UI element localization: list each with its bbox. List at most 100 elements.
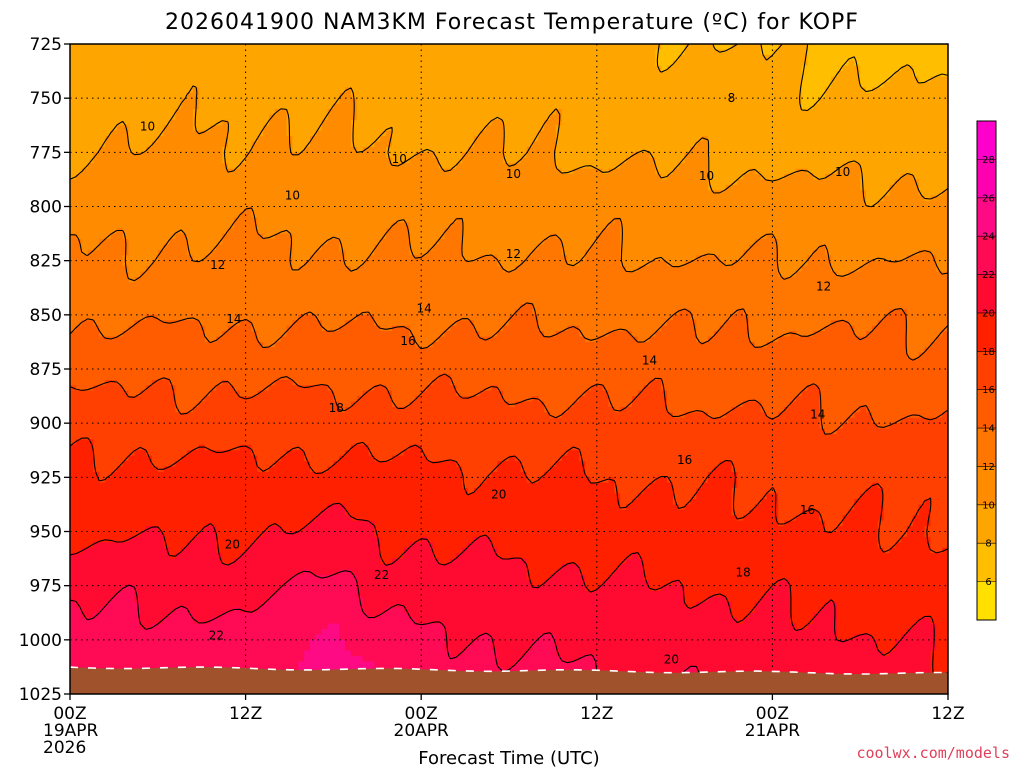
band-cell	[75, 206, 83, 213]
band-cell	[403, 217, 411, 224]
band-cell	[626, 206, 633, 213]
band-cell	[942, 130, 948, 137]
band-cell	[743, 152, 750, 159]
band-cell	[631, 125, 639, 132]
band-cell	[555, 130, 563, 137]
band-cell	[140, 206, 147, 213]
band-cell	[860, 44, 867, 51]
band-cell	[549, 146, 557, 153]
band-cell	[907, 157, 914, 164]
band-cell	[309, 146, 317, 153]
band-cell	[836, 163, 844, 170]
band-cell	[87, 103, 95, 110]
band-cell	[620, 136, 627, 143]
band-cell	[116, 76, 124, 83]
band-cell	[222, 87, 229, 94]
band-cell	[725, 103, 733, 110]
band-cell	[163, 217, 171, 224]
band-cell	[807, 157, 814, 164]
band-cell	[362, 179, 370, 186]
band-cell	[274, 103, 282, 110]
band-cell	[942, 87, 948, 94]
band-cell	[520, 49, 528, 56]
band-cell	[819, 179, 826, 186]
band-cell	[99, 44, 106, 51]
band-cell	[356, 163, 364, 170]
band-cell	[380, 76, 387, 83]
band-cell	[327, 190, 334, 197]
band-cell	[842, 201, 850, 208]
band-cell	[795, 60, 803, 67]
band-cell	[907, 146, 914, 153]
band-cell	[409, 190, 416, 197]
band-cell	[444, 152, 452, 159]
band-cell	[286, 71, 294, 78]
band-cell	[614, 98, 621, 105]
band-cell	[415, 119, 422, 126]
band-cell	[99, 98, 106, 105]
band-cell	[263, 184, 270, 191]
band-cell	[432, 60, 440, 67]
band-cell	[813, 71, 820, 78]
band-cell	[772, 81, 779, 88]
band-cell	[608, 76, 615, 83]
band-cell	[105, 119, 112, 126]
band-cell	[134, 141, 141, 148]
band-cell	[327, 201, 334, 208]
band-cell	[462, 44, 469, 51]
band-cell	[444, 71, 452, 78]
band-cell	[304, 103, 311, 110]
band-cell	[473, 54, 481, 61]
band-cell	[146, 103, 153, 110]
band-cell	[99, 125, 106, 132]
band-cell	[181, 119, 188, 126]
band-cell	[526, 190, 534, 197]
band-cell	[573, 174, 580, 181]
band-cell	[643, 92, 651, 99]
band-cell	[169, 184, 176, 191]
band-cell	[491, 114, 498, 121]
band-cell	[731, 184, 738, 191]
band-cell	[708, 136, 715, 143]
band-cell	[485, 211, 493, 218]
band-cell	[567, 119, 574, 126]
band-cell	[140, 44, 147, 51]
band-cell	[907, 49, 914, 56]
band-cell	[514, 136, 522, 143]
band-cell	[544, 184, 551, 191]
band-cell	[269, 152, 276, 159]
band-cell	[269, 125, 276, 132]
band-cell	[760, 179, 768, 186]
band-cell	[907, 163, 914, 170]
band-cell	[836, 130, 844, 137]
band-cell	[889, 98, 896, 105]
band-cell	[895, 168, 902, 175]
band-cell	[924, 152, 932, 159]
band-cell	[655, 71, 662, 78]
band-cell	[567, 60, 574, 67]
band-cell	[491, 163, 498, 170]
band-cell	[631, 206, 639, 213]
band-cell	[784, 119, 791, 126]
band-cell	[649, 184, 656, 191]
band-cell	[427, 152, 434, 159]
band-cell	[380, 163, 387, 170]
band-cell	[708, 163, 715, 170]
band-cell	[75, 103, 83, 110]
band-cell	[415, 179, 422, 186]
band-cell	[555, 49, 563, 56]
band-cell	[936, 87, 943, 94]
band-cell	[350, 60, 358, 67]
band-cell	[192, 114, 200, 121]
band-cell	[555, 179, 563, 186]
band-cell	[643, 141, 651, 148]
band-cell	[871, 146, 879, 153]
band-cell	[263, 109, 270, 116]
band-cell	[883, 92, 891, 99]
band-cell	[836, 157, 844, 164]
band-cell	[561, 54, 569, 61]
band-cell	[866, 49, 873, 56]
band-cell	[274, 152, 282, 159]
band-cell	[269, 92, 276, 99]
band-cell	[608, 136, 615, 143]
